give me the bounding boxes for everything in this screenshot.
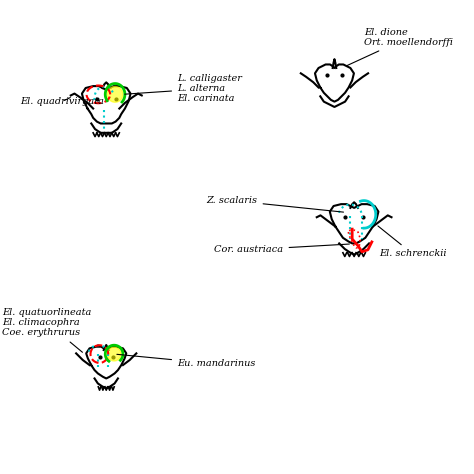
Polygon shape xyxy=(107,347,121,361)
Text: Cor. austriaca: Cor. austriaca xyxy=(214,244,349,254)
Text: El. quadrivirgata: El. quadrivirgata xyxy=(20,97,104,106)
Text: El. quatuorlineata
El. climacophra
Coe. erythrurus: El. quatuorlineata El. climacophra Coe. … xyxy=(2,308,91,352)
Text: El. dione
Ort. moellendorffi: El. dione Ort. moellendorffi xyxy=(347,27,453,66)
Polygon shape xyxy=(107,86,123,102)
Text: Eu. mandarinus: Eu. mandarinus xyxy=(117,355,255,368)
Text: L. calligaster
L. alterna
El. carinata: L. calligaster L. alterna El. carinata xyxy=(125,73,242,103)
Text: Z. scalaris: Z. scalaris xyxy=(207,196,344,212)
Text: El. schrenckii: El. schrenckii xyxy=(378,226,446,258)
